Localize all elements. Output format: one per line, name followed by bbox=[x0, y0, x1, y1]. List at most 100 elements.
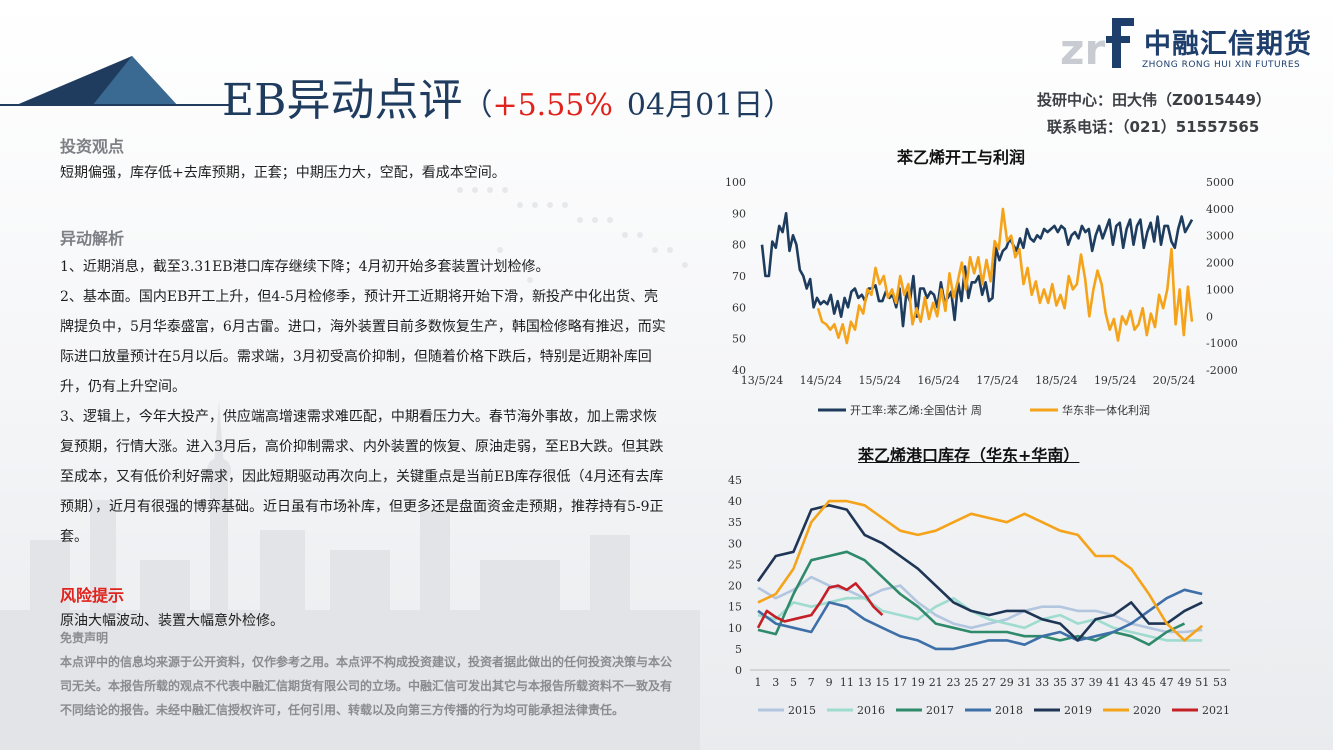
decorative-map-dots bbox=[457, 187, 688, 298]
y-tick-label: 0 bbox=[735, 664, 742, 677]
series-line-operating-rate bbox=[760, 211, 1194, 328]
analysis-paragraph: 2、基本面。国内EB开工上升，但4-5月检修季，预计开工近期将开始下滑，新投产中… bbox=[60, 289, 666, 395]
y-right-tick-label: -2000 bbox=[1206, 364, 1238, 377]
chart1-operating-rate-profit: 40 50 60 70 80 90 100 -2000 -1000 0 1000 2000 3000 40… bbox=[725, 176, 1238, 417]
x-tick-label: 27 bbox=[982, 676, 996, 689]
x-tick-label: 29 bbox=[1000, 676, 1014, 689]
y-tick-label: 30 bbox=[728, 537, 742, 550]
analysis-body: 1、近期消息，截至3.31EB港口库存继续下降；4月初开始多套装置计划检修。 2… bbox=[60, 252, 670, 552]
analysis-paragraph: 1、近期消息，截至3.31EB港口库存继续下降；4月初开始多套装置计划检修。 bbox=[60, 259, 550, 275]
y-tick-label: 10 bbox=[728, 622, 742, 635]
series-line-2021 bbox=[756, 582, 884, 629]
series-line-profit bbox=[816, 207, 1194, 345]
x-tick-label: 39 bbox=[1089, 676, 1103, 689]
legend-label: 2021 bbox=[1202, 704, 1230, 717]
x-tick-label: 7 bbox=[808, 676, 815, 689]
x-tick-label: 41 bbox=[1106, 676, 1120, 689]
x-tick-label: 5 bbox=[790, 676, 797, 689]
y-left-tick-label: 60 bbox=[732, 301, 746, 314]
y-tick-label: 40 bbox=[728, 495, 742, 508]
y-tick-label: 45 bbox=[728, 474, 742, 487]
x-tick-label: 53 bbox=[1213, 676, 1227, 689]
y-tick-label: 15 bbox=[728, 601, 742, 614]
risk-text: 原油大幅波动、装置大幅意外检修。 bbox=[60, 613, 284, 629]
y-left-tick-label: 50 bbox=[732, 333, 746, 346]
view-text: 短期偏强，库存低+去库预期，正套；中期压力大，空配，看成本空间。 bbox=[60, 165, 506, 181]
risk-heading: 风险提示 bbox=[60, 586, 125, 605]
legend-label: 2017 bbox=[926, 704, 954, 717]
header-triangle-decoration bbox=[0, 56, 230, 106]
legend-label: 2020 bbox=[1133, 704, 1161, 717]
x-tick-label: 1 bbox=[755, 676, 762, 689]
chart1-title: 苯乙烯开工与利润 bbox=[897, 148, 1026, 167]
x-tick-label: 15/5/24 bbox=[859, 374, 901, 387]
change-percent: +5.55% bbox=[492, 88, 613, 123]
logo-name-cn: 中融汇信期货 bbox=[1144, 29, 1312, 60]
x-tick-label: 13/5/24 bbox=[741, 374, 783, 387]
x-tick-label: 43 bbox=[1124, 676, 1138, 689]
x-tick-label: 25 bbox=[964, 676, 978, 689]
legend-label: 2019 bbox=[1064, 704, 1092, 717]
series-line-2018 bbox=[757, 588, 1203, 651]
view-heading: 投资观点 bbox=[60, 137, 125, 156]
company-logo: zr 中融汇信期货 ZHONG RONG HUI XIN FUTURES bbox=[1058, 14, 1320, 74]
x-tick-label: 3 bbox=[772, 676, 779, 689]
x-tick-label: 35 bbox=[1053, 676, 1067, 689]
legend-label: 2018 bbox=[995, 704, 1023, 717]
y-left-tick-label: 90 bbox=[732, 207, 746, 220]
chart2-title: 苯乙烯港口库存（华东+华南） bbox=[858, 446, 1080, 465]
y-right-tick-label: 4000 bbox=[1206, 203, 1234, 216]
analysis-paragraph: 3、逻辑上，今年大投产，供应端高增速需求难匹配，中期看压力大。春节海外事故，加上… bbox=[60, 409, 664, 545]
y-left-tick-label: 40 bbox=[732, 364, 746, 377]
x-tick-label: 9 bbox=[826, 676, 833, 689]
series-line-2020 bbox=[757, 499, 1204, 642]
y-left-tick-label: 100 bbox=[725, 176, 746, 189]
report-date: 04月01日 bbox=[626, 88, 764, 123]
y-right-tick-label: 5000 bbox=[1206, 176, 1234, 189]
svg-text:zr: zr bbox=[1060, 25, 1105, 74]
legend-label: 华东非一体化利润 bbox=[1062, 403, 1150, 417]
x-tick-label: 17 bbox=[893, 676, 907, 689]
legend-label: 2016 bbox=[857, 704, 885, 717]
y-right-tick-label: 0 bbox=[1206, 310, 1213, 323]
y-left-tick-label: 80 bbox=[732, 239, 746, 252]
page-title: EB异动点评（+5.55% 04月01日） bbox=[222, 75, 794, 126]
logo-name-en: ZHONG RONG HUI XIN FUTURES bbox=[1142, 60, 1301, 70]
x-tick-label: 37 bbox=[1071, 676, 1085, 689]
x-tick-label: 51 bbox=[1195, 676, 1209, 689]
x-tick-label: 49 bbox=[1177, 676, 1191, 689]
x-tick-label: 18/5/24 bbox=[1035, 374, 1077, 387]
contact-phone: 联系电话：（021）51557565 bbox=[1047, 118, 1260, 136]
x-tick-label: 13 bbox=[858, 676, 872, 689]
x-tick-label: 19/5/24 bbox=[1094, 374, 1136, 387]
y-left-tick-label: 70 bbox=[732, 270, 746, 283]
x-tick-label: 45 bbox=[1142, 676, 1156, 689]
y-right-tick-label: -1000 bbox=[1206, 337, 1238, 350]
y-tick-label: 35 bbox=[728, 516, 742, 529]
x-tick-label: 20/5/24 bbox=[1153, 374, 1195, 387]
decorative-skyline bbox=[0, 400, 700, 750]
x-tick-label: 14/5/24 bbox=[800, 374, 842, 387]
x-tick-label: 31 bbox=[1018, 676, 1032, 689]
y-right-tick-label: 1000 bbox=[1206, 283, 1234, 296]
x-tick-label: 17/5/24 bbox=[976, 374, 1018, 387]
x-tick-label: 15 bbox=[875, 676, 889, 689]
series-line-2019 bbox=[756, 503, 1203, 642]
legend-label: 开工率:苯乙烯:全国估计 周 bbox=[850, 403, 982, 417]
x-tick-label: 19 bbox=[911, 676, 925, 689]
disclaimer-heading: 免责声明 bbox=[60, 631, 109, 645]
x-tick-label: 47 bbox=[1160, 676, 1174, 689]
analysis-heading: 异动解析 bbox=[60, 229, 125, 248]
y-right-tick-label: 3000 bbox=[1206, 230, 1234, 243]
legend-label: 2015 bbox=[788, 704, 816, 717]
x-tick-label: 23 bbox=[946, 676, 960, 689]
contact-researcher: 投研中心：田大伟（Z0015449） bbox=[1037, 91, 1271, 109]
y-right-tick-label: 2000 bbox=[1206, 257, 1234, 270]
logo-mark-icon: zr bbox=[1060, 18, 1134, 74]
y-tick-label: 25 bbox=[728, 558, 742, 571]
x-tick-label: 16/5/24 bbox=[917, 374, 959, 387]
y-tick-label: 20 bbox=[728, 580, 742, 593]
x-tick-label: 33 bbox=[1035, 676, 1049, 689]
disclaimer-text: 本点评中的信息均来源于公开资料，仅作参考之用。本点评不构成投资建议，投资者据此做… bbox=[60, 655, 673, 717]
